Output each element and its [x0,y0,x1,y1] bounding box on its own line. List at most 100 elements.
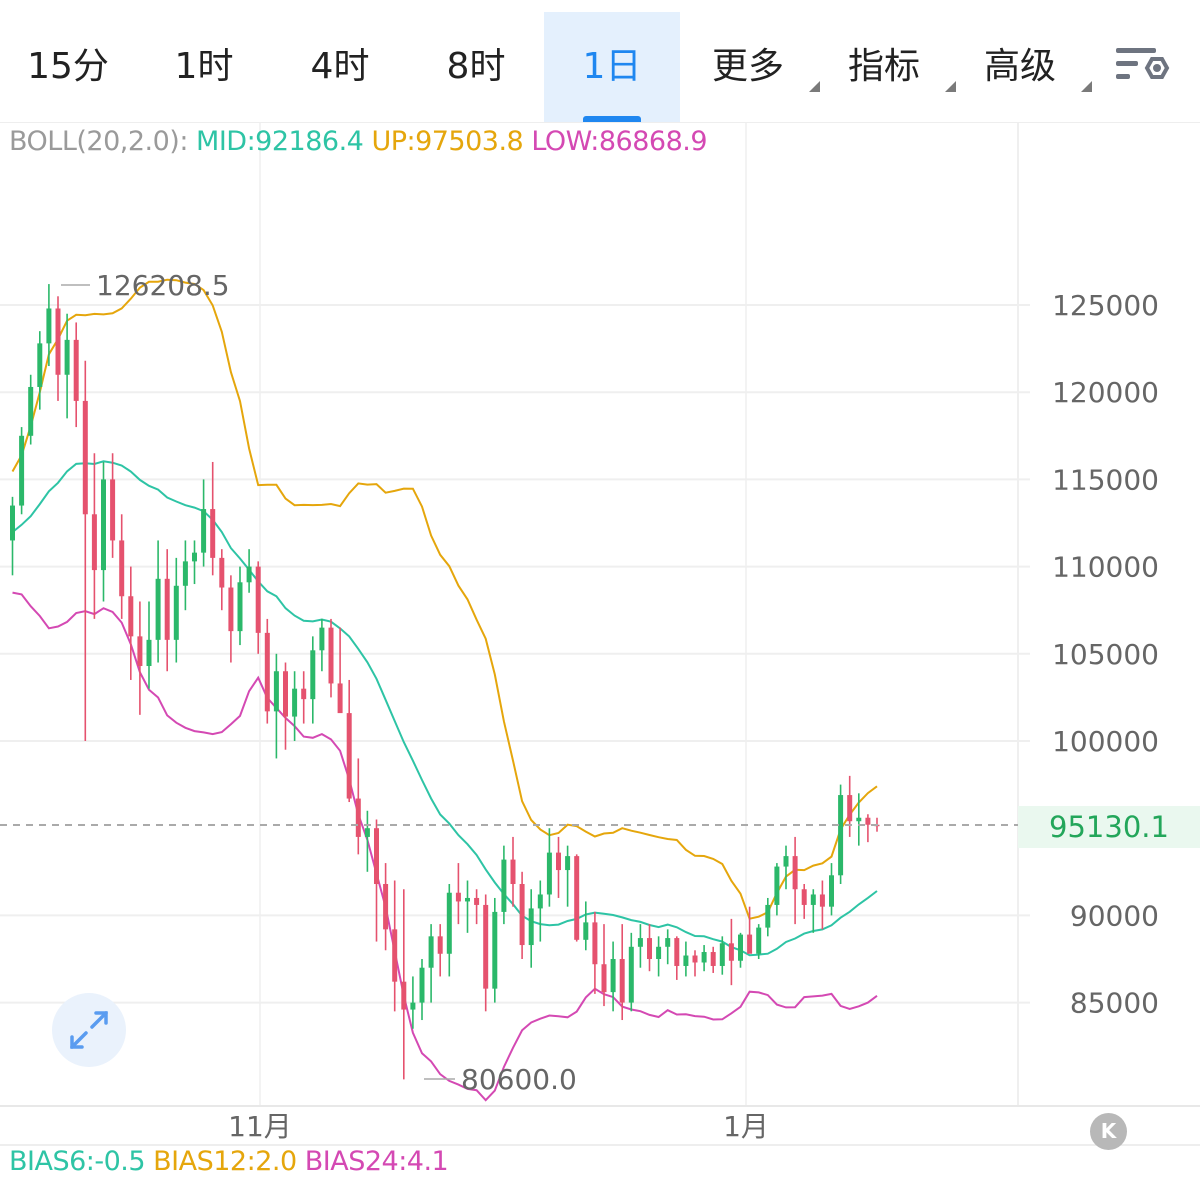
candle-body [819,894,825,907]
candle [91,453,97,619]
boll-up: UP:97503.8 [371,126,524,157]
chart-settings-button[interactable] [1114,44,1174,92]
candle [264,618,270,724]
candle [128,566,134,680]
candle-body [392,929,398,982]
candle-body [719,943,725,966]
time-tick-label: 11月 [228,1110,292,1143]
candle [283,662,288,750]
candle-body [537,894,543,909]
candle-body [692,955,698,963]
candle [337,627,343,714]
candle [847,775,853,837]
candle-body [82,400,88,515]
tab-label: 高级 [983,46,1056,87]
candle-body [838,795,844,876]
candle-body [628,946,634,1003]
candle-body [383,884,389,930]
tab-indicators[interactable]: 指标 [826,12,956,122]
candle-body [301,688,307,700]
candle-body [73,339,79,401]
time-axis: 11月 1月 [228,1110,769,1143]
candle [465,880,470,933]
tab-1d[interactable]: 1日 [544,12,680,122]
candle [192,540,197,585]
candle-body [738,934,743,961]
candle-body [137,636,143,667]
candle [28,374,34,445]
candle [328,618,334,698]
tab-1h[interactable]: 1时 [136,12,272,122]
candle [255,561,261,654]
candle-body [355,798,361,837]
candle [838,784,844,885]
candle-body [283,671,288,717]
tab-15m[interactable]: 15分 [0,12,136,122]
candle-body [410,1002,416,1010]
candle [783,845,789,890]
candle-body [829,875,834,907]
candle [483,894,489,1012]
candle [792,836,798,925]
candle-body [465,897,470,902]
k-toggle-button[interactable]: K [1090,1113,1127,1150]
price-tick-label: 90000 [1070,899,1159,932]
tab-label: 4时 [310,46,370,87]
bollinger-bands [11,278,878,1102]
candle-body [419,967,425,1003]
bias12: BIAS12:2.0 [153,1146,297,1177]
candle [273,653,279,759]
candle [856,793,862,846]
candle [101,461,106,602]
candle-body [328,627,334,684]
candle-body [346,713,352,799]
candle [701,945,707,972]
price-axis: 125000 120000 115000 110000 105000 100000 9000… [1052,289,1159,1020]
candle [292,671,298,741]
candle-body [219,557,225,588]
boll-lower-band [12,591,878,1102]
candle [656,936,662,977]
expand-chart-button[interactable] [52,993,126,1067]
candle-body [155,578,161,640]
candle [237,566,243,646]
candle-body [237,582,243,632]
candle [556,836,561,898]
candle-body [546,852,552,895]
candle-body [228,587,234,632]
candles [10,284,880,1080]
candle [219,549,225,611]
candle [73,322,79,428]
candle-body [255,566,261,633]
candle-body [610,959,616,993]
candle [501,845,507,925]
candle-body [856,817,862,822]
candle-body [565,856,571,871]
candle [628,932,634,1012]
candle-body [665,938,671,947]
tab-label: 1日 [582,46,642,87]
tab-8h[interactable]: 8时 [408,12,544,122]
tab-label: 指标 [847,46,920,87]
candle-body [55,308,61,375]
candle [774,863,780,916]
interval-tab-bar: 15分 1时 4时 8时 1日 更多 指标 高级 [0,0,1200,123]
candle-body [246,566,252,583]
tab-more[interactable]: 更多 [690,12,820,122]
candle-body [210,509,216,558]
candle-body [501,859,507,912]
low-annotation-label: 80600.0 [461,1063,577,1096]
tab-4h[interactable]: 4时 [272,12,408,122]
candle [310,636,316,724]
price-tick-label: 125000 [1052,289,1159,322]
tab-advanced[interactable]: 高级 [962,12,1092,122]
candle-body [10,505,15,541]
candle-body [674,938,680,966]
candle [665,929,671,965]
candle [592,911,598,994]
candle-body [337,683,343,714]
candle-body [619,959,625,1003]
boll-upper-band [11,278,878,920]
bias6: BIAS6:-0.5 [9,1146,146,1177]
